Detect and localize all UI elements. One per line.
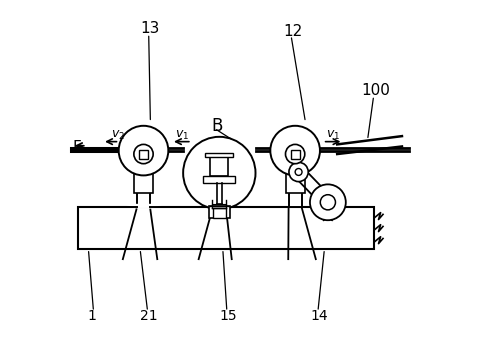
Circle shape [310, 184, 346, 220]
Bar [78, 208, 374, 249]
Bar [291, 149, 300, 158]
Text: $v_1$: $v_1$ [175, 129, 190, 142]
Bar [205, 153, 233, 157]
Text: 14: 14 [311, 309, 328, 323]
Circle shape [286, 144, 305, 164]
Circle shape [320, 195, 336, 210]
Circle shape [119, 126, 168, 175]
Bar [139, 149, 148, 158]
Circle shape [295, 169, 302, 175]
Bar [209, 206, 229, 218]
Text: 12: 12 [284, 24, 303, 38]
Bar [213, 209, 226, 218]
Text: $v_1$: $v_1$ [326, 129, 340, 142]
Bar [204, 176, 235, 183]
Bar [137, 175, 150, 208]
Bar [134, 172, 153, 193]
Text: 15: 15 [219, 309, 237, 323]
Text: F: F [73, 140, 82, 155]
Circle shape [134, 144, 153, 164]
Text: 1: 1 [87, 309, 96, 323]
Circle shape [183, 137, 255, 209]
Bar [286, 172, 305, 193]
Text: 13: 13 [141, 21, 160, 36]
Text: B: B [211, 118, 222, 136]
Circle shape [289, 162, 308, 182]
Bar [210, 156, 228, 176]
Text: 21: 21 [140, 309, 157, 323]
Text: $v_2$: $v_2$ [111, 129, 125, 142]
Text: 100: 100 [362, 83, 391, 99]
Bar [288, 175, 302, 208]
Circle shape [270, 126, 320, 175]
